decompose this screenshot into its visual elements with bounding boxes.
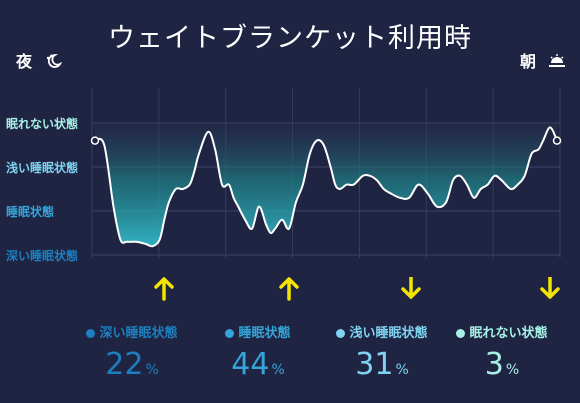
- sleep-depth-line: [94, 126, 558, 248]
- legend-light-sleep-value: 31%: [355, 347, 409, 382]
- legend-deep-sleep-value: 22%: [105, 347, 159, 382]
- arrow-up-icon: [153, 277, 175, 305]
- y-axis-label: 深い睡眠状態: [6, 249, 79, 263]
- legend-deep-sleep-dot: [86, 329, 96, 338]
- legend-awake-dot: [456, 329, 466, 338]
- legend-deep-sleep: 深い睡眠状態 22%: [62, 322, 202, 382]
- y-axis-label: 眠れない状態: [6, 117, 79, 131]
- legend-awake-name: 眠れない状態: [432, 322, 572, 341]
- night-label: 夜: [16, 48, 63, 73]
- legend-awake-value: 3%: [484, 347, 520, 382]
- chart-title: ウェイトブランケット利用時: [108, 23, 472, 54]
- crescent-moon-icon: [44, 53, 63, 73]
- y-axis-label: 浅い睡眠状態: [6, 161, 79, 175]
- legend-light-sleep: 浅い睡眠状態 31%: [312, 322, 452, 382]
- night-label-text: 夜: [16, 52, 33, 71]
- legend-light-sleep-name: 浅い睡眠状態: [312, 322, 452, 341]
- end-point: [552, 136, 562, 145]
- arrow-up-icon: [278, 277, 300, 305]
- sunrise-icon: [548, 53, 566, 72]
- legend-light-sleep-dot: [336, 329, 346, 338]
- morning-label: 朝: [520, 48, 566, 72]
- legend-sleep-value: 44%: [231, 347, 285, 382]
- legend-sleep-dot: [225, 329, 235, 338]
- start-point: [90, 136, 100, 145]
- sleep-area-fill: [95, 123, 557, 247]
- morning-label-text: 朝: [520, 52, 537, 71]
- legend-sleep-name: 睡眠状態: [188, 322, 328, 341]
- arrow-down-icon: [539, 275, 561, 305]
- legend-sleep: 睡眠状態 44%: [188, 322, 328, 382]
- arrow-down-icon: [400, 275, 422, 305]
- y-axis-label: 睡眠状態: [6, 205, 55, 219]
- legend-deep-sleep-name: 深い睡眠状態: [62, 322, 202, 341]
- legend-awake: 眠れない状態 3%: [432, 322, 572, 382]
